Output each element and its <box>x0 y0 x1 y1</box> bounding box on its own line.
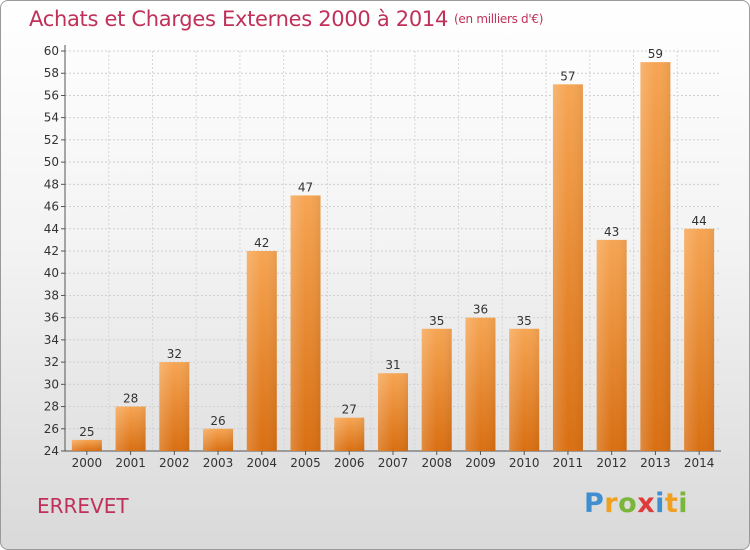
chart-title: Achats et Charges Externes 2000 à 2014 (e… <box>29 7 543 31</box>
y-tick-label: 40 <box>44 266 59 280</box>
y-tick-label: 32 <box>44 355 59 369</box>
chart-unit: (en milliers d'€) <box>454 12 544 26</box>
labels: 24 26 28 30 32 34 36 38 40 42 44 46 48 50 52 54 56 58 60 25… <box>44 44 715 470</box>
bar-shade <box>71 439 102 451</box>
x-tick-label: 2008 <box>421 456 452 470</box>
bar-value-label: 32 <box>167 347 182 361</box>
proxiti-logo: Proxiti <box>584 488 688 519</box>
y-tick-label: 54 <box>44 111 59 125</box>
bars <box>71 62 715 451</box>
y-tick-label: 36 <box>44 311 59 325</box>
x-tick-label: 2001 <box>115 456 146 470</box>
bar-value-label: 31 <box>385 358 400 372</box>
bar-value-label: 57 <box>560 69 575 83</box>
bar-value-label: 42 <box>254 236 269 250</box>
bar-value-label: 44 <box>691 214 706 228</box>
bar-shade <box>552 84 583 451</box>
y-tick-label: 56 <box>44 88 59 102</box>
place-name: ERREVET <box>37 494 129 518</box>
bar-shade <box>115 406 146 451</box>
logo-letter: r <box>604 488 619 519</box>
y-tick-label: 58 <box>44 66 59 80</box>
chart-title-text: Achats et Charges Externes 2000 à 2014 <box>29 7 449 31</box>
logo-letter: i <box>678 488 689 519</box>
bar-value-label: 25 <box>79 425 94 439</box>
bar-shade <box>246 251 277 451</box>
y-tick-label: 34 <box>44 333 59 347</box>
bar-value-label: 35 <box>429 314 444 328</box>
x-tick-label: 2004 <box>247 456 278 470</box>
bar-shade <box>684 228 715 451</box>
x-tick-label: 2006 <box>334 456 365 470</box>
y-tick-label: 50 <box>44 155 59 169</box>
logo-letter: i <box>655 488 665 519</box>
logo-letter: t <box>664 488 679 519</box>
logo-letter: x <box>637 488 656 519</box>
x-tick-label: 2007 <box>378 456 409 470</box>
bar-shade <box>159 362 190 451</box>
bar-value-label: 26 <box>210 414 225 428</box>
y-tick-label: 46 <box>44 200 59 214</box>
bar-value-label: 43 <box>604 225 619 239</box>
x-tick-label: 2005 <box>290 456 321 470</box>
bar-value-label: 59 <box>648 47 663 61</box>
logo-letter: o <box>618 488 638 519</box>
y-tick-label: 26 <box>44 422 59 436</box>
y-tick-label: 38 <box>44 288 59 302</box>
bar-shade <box>378 373 408 451</box>
y-tick-label: 28 <box>44 400 59 414</box>
bar-shade <box>334 417 365 451</box>
bar-value-label: 28 <box>123 392 138 406</box>
x-tick-label: 2011 <box>553 456 584 470</box>
bar-value-label: 47 <box>298 180 313 194</box>
x-tick-label: 2002 <box>159 456 190 470</box>
x-tick-label: 2009 <box>465 456 496 470</box>
bar-shade <box>290 195 321 451</box>
y-tick-label: 24 <box>44 444 59 458</box>
x-tick-label: 2013 <box>640 456 671 470</box>
bar-shade <box>596 239 627 451</box>
y-tick-label: 48 <box>44 177 59 191</box>
y-tick-label: 44 <box>44 222 59 236</box>
x-tick-label: 2003 <box>203 456 234 470</box>
bar-shade <box>509 328 540 451</box>
y-tick-label: 30 <box>44 377 59 391</box>
bar-value-label: 27 <box>342 403 357 417</box>
bar-value-label: 35 <box>517 314 532 328</box>
bar-shade <box>640 62 671 451</box>
x-tick-label: 2014 <box>684 456 715 470</box>
logo-letter: P <box>584 488 605 519</box>
y-tick-label: 52 <box>44 133 59 147</box>
bar-shade <box>465 317 496 451</box>
x-tick-label: 2010 <box>509 456 540 470</box>
bar-shade <box>421 328 452 451</box>
bar-shade <box>203 428 234 451</box>
x-tick-label: 2000 <box>72 456 103 470</box>
bar-value-label: 36 <box>473 303 488 317</box>
y-tick-label: 42 <box>44 244 59 258</box>
x-tick-label: 2012 <box>596 456 627 470</box>
y-tick-label: 60 <box>44 44 59 58</box>
